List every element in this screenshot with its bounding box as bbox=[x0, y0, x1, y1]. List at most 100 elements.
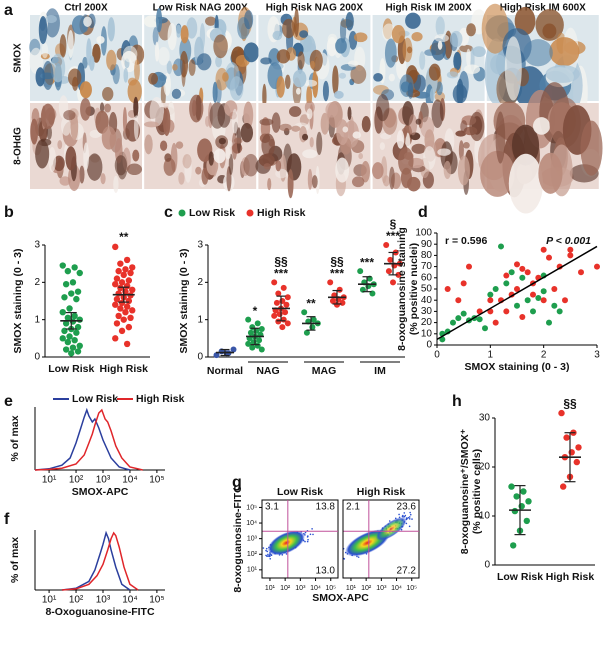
tissue-texture bbox=[407, 176, 421, 192]
y-tick-label: 20 bbox=[479, 462, 491, 473]
data-point bbox=[334, 301, 340, 308]
data-point bbox=[455, 297, 462, 304]
tissue-texture bbox=[259, 118, 274, 126]
tissue-texture bbox=[429, 88, 435, 102]
data-point bbox=[76, 342, 83, 349]
data-point bbox=[275, 318, 282, 325]
tissue-texture bbox=[332, 65, 339, 95]
x-tick-label: 10² bbox=[361, 585, 372, 592]
data-point bbox=[284, 294, 291, 301]
event-dot bbox=[407, 516, 410, 519]
y-tick-label: 2 bbox=[34, 277, 40, 288]
tissue-texture bbox=[112, 64, 120, 85]
column-header: High Risk IM 200X bbox=[386, 3, 472, 14]
x-axis-label: 8-Oxoguanosine-FITC bbox=[45, 606, 155, 618]
data-point bbox=[514, 261, 520, 268]
histogram-line bbox=[61, 531, 139, 591]
tissue-texture bbox=[514, 6, 536, 36]
tissue-texture bbox=[411, 143, 426, 154]
column-header: Low Risk NAG 200X bbox=[153, 3, 248, 14]
tissue-texture bbox=[351, 176, 365, 188]
tissue-texture bbox=[96, 35, 105, 44]
tissue-texture bbox=[466, 48, 471, 67]
y-axis-label: % of max bbox=[9, 415, 21, 461]
tissue-texture bbox=[437, 148, 451, 156]
data-point bbox=[523, 517, 530, 525]
data-point bbox=[71, 337, 78, 344]
data-point bbox=[62, 346, 70, 353]
tissue-texture bbox=[83, 142, 90, 171]
y-tick-label: 60 bbox=[421, 272, 433, 283]
tissue-texture bbox=[379, 142, 385, 151]
tissue-texture bbox=[342, 126, 349, 133]
event-dot bbox=[306, 536, 309, 538]
panel-label: d bbox=[418, 204, 428, 221]
tissue-texture bbox=[508, 153, 543, 214]
data-point bbox=[329, 298, 336, 304]
y-tick-label: 70 bbox=[421, 261, 433, 272]
tissue-texture bbox=[167, 23, 177, 51]
y-tick-label: 30 bbox=[479, 413, 491, 424]
tissue-texture bbox=[104, 103, 112, 113]
tissue-texture bbox=[182, 154, 192, 169]
event-dot bbox=[403, 515, 406, 518]
tissue-texture bbox=[532, 117, 551, 135]
histogram-line bbox=[34, 408, 143, 471]
column-header: High Risk NAG 200X bbox=[266, 3, 364, 14]
x-tick-label: 10⁵ bbox=[406, 585, 417, 592]
data-point bbox=[64, 338, 72, 346]
tissue-texture bbox=[261, 133, 275, 158]
tissue-texture bbox=[336, 119, 349, 146]
data-point bbox=[336, 286, 343, 293]
y-tick-label: 80 bbox=[421, 250, 433, 261]
tissue-texture bbox=[263, 163, 271, 170]
tissue-texture bbox=[284, 74, 291, 90]
data-point bbox=[510, 542, 517, 549]
tissue-texture bbox=[113, 175, 119, 193]
data-point bbox=[76, 269, 83, 277]
event-dot bbox=[357, 556, 360, 558]
tissue-texture bbox=[434, 34, 449, 43]
event-dot bbox=[411, 518, 413, 520]
data-point bbox=[546, 254, 552, 261]
y-axis-label: SMOX staining (0 - 3) bbox=[12, 248, 24, 353]
data-point bbox=[71, 312, 78, 320]
data-point bbox=[455, 315, 462, 322]
event-dot bbox=[266, 550, 269, 553]
data-point bbox=[123, 340, 131, 348]
data-point bbox=[279, 324, 286, 331]
tissue-texture bbox=[389, 166, 395, 190]
tissue-texture bbox=[159, 140, 168, 151]
data-point bbox=[303, 329, 310, 336]
data-point bbox=[245, 340, 252, 347]
event-dot bbox=[402, 514, 404, 517]
data-point bbox=[301, 309, 308, 316]
legend-label: High Risk bbox=[136, 393, 185, 405]
y-axis-label: % of max bbox=[9, 537, 21, 583]
tissue-texture bbox=[311, 175, 318, 189]
data-point bbox=[123, 282, 131, 290]
event-dot bbox=[267, 553, 269, 556]
data-point bbox=[284, 320, 291, 327]
tissue-texture bbox=[358, 153, 363, 160]
event-dot bbox=[409, 513, 412, 516]
x-tick-label: Low Risk bbox=[497, 571, 543, 583]
x-tick-label: MAG bbox=[312, 365, 337, 377]
tissue-texture bbox=[59, 34, 67, 58]
y-tick-label: 10 bbox=[421, 328, 433, 339]
tissue-texture bbox=[446, 71, 459, 79]
tissue-texture bbox=[472, 46, 486, 58]
tissue-texture bbox=[523, 39, 553, 67]
data-point bbox=[514, 286, 520, 292]
tissue-texture bbox=[134, 59, 140, 82]
data-point bbox=[115, 312, 122, 320]
tissue-texture bbox=[258, 153, 275, 167]
tissue-texture bbox=[306, 108, 313, 120]
tissue-texture bbox=[437, 40, 443, 50]
legend-marker bbox=[246, 209, 254, 217]
tissue-texture bbox=[60, 116, 72, 136]
data-point bbox=[385, 268, 392, 275]
tissue-texture bbox=[431, 37, 446, 61]
data-point bbox=[64, 314, 72, 321]
